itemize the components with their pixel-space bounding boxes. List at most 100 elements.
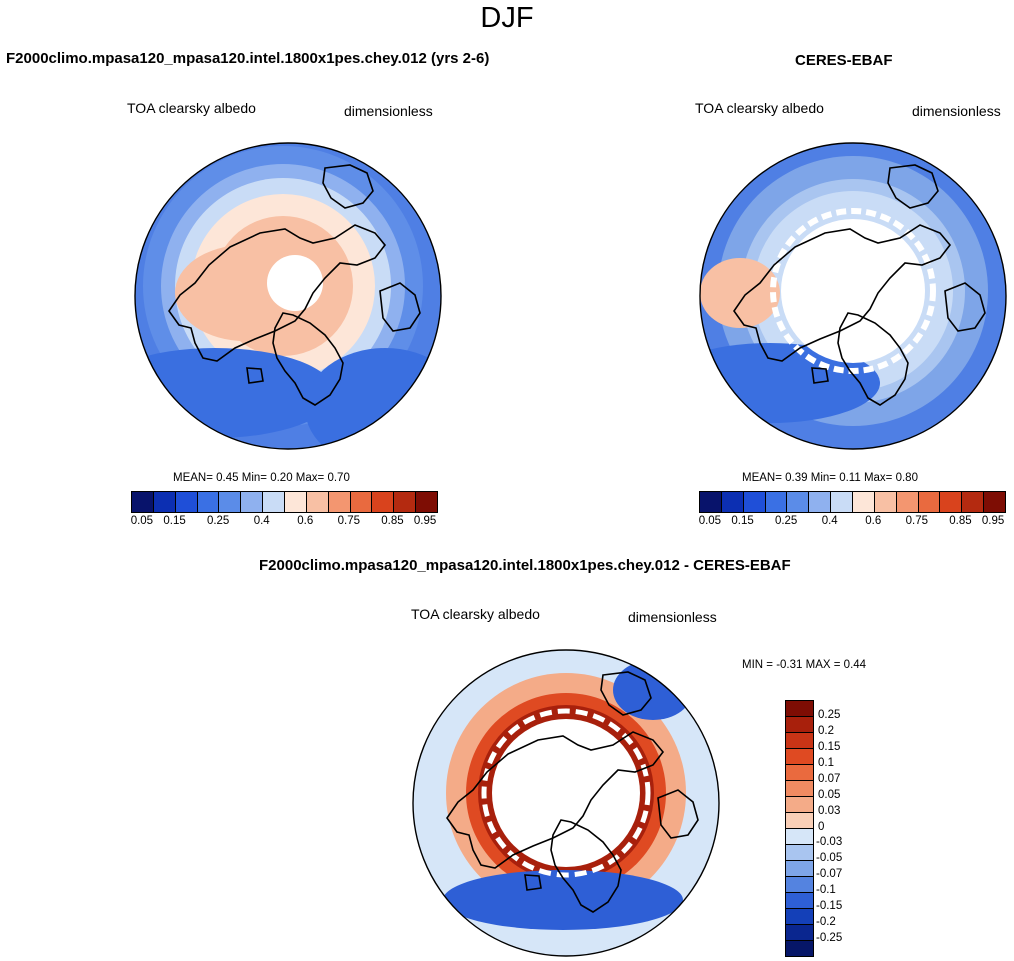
colorbar-tick-label: 0.03 bbox=[818, 804, 841, 817]
coastline bbox=[733, 224, 952, 362]
field-missing-core bbox=[492, 719, 640, 867]
colorbar-tick-label: 0.85 bbox=[381, 515, 404, 527]
panel-3-polar-map bbox=[412, 649, 720, 957]
colorbar-swatch bbox=[786, 861, 813, 877]
colorbar-swatch bbox=[721, 492, 744, 512]
panel-1-colorbar-ticks: 0.05 0.15 0.25 0.4 0.6 0.75 0.85 0.95 bbox=[130, 515, 437, 531]
panel-3-stats: MIN = -0.31 MAX = 0.44 bbox=[742, 659, 866, 671]
colorbar-swatch bbox=[786, 909, 813, 925]
panel-2-variable: TOA clearsky albedo bbox=[695, 100, 824, 116]
colorbar-tick-label: 0.2 bbox=[818, 724, 834, 737]
coastline bbox=[322, 164, 374, 209]
season-title: DJF bbox=[480, 2, 534, 34]
colorbar-tick-label: 0.1 bbox=[818, 756, 834, 769]
colorbar-tick-label: 0.75 bbox=[337, 515, 361, 527]
coastline bbox=[446, 731, 665, 869]
colorbar-tick-label: 0.6 bbox=[297, 515, 314, 527]
colorbar-swatch bbox=[874, 492, 897, 512]
colorbar-tick-label: -0.07 bbox=[816, 868, 843, 881]
colorbar-tick-label: 0.15 bbox=[818, 740, 841, 753]
field-missing-ring bbox=[770, 208, 936, 374]
colorbar-swatch bbox=[896, 492, 919, 512]
colorbar-swatch bbox=[786, 733, 813, 749]
colorbar-swatch bbox=[394, 492, 417, 512]
colorbar-tick-label: 0.25 bbox=[774, 515, 798, 527]
field-band-land bbox=[700, 258, 780, 328]
colorbar-swatch bbox=[153, 492, 176, 512]
panel-3-colorbar bbox=[785, 700, 814, 957]
colorbar-tick-label: -0.05 bbox=[816, 852, 843, 865]
coastline bbox=[524, 874, 542, 891]
panel-2-stats: MEAN= 0.39 Min= 0.11 Max= 0.80 bbox=[742, 472, 918, 484]
field-missing-ring bbox=[481, 708, 651, 878]
colorbar-tick-label: 0.75 bbox=[905, 515, 929, 527]
coastline bbox=[550, 819, 622, 913]
colorbar-swatch bbox=[786, 717, 813, 733]
map-border bbox=[699, 142, 1007, 450]
field-band-negative bbox=[443, 870, 683, 930]
colorbar-swatch bbox=[416, 492, 438, 512]
min-value: -0.31 bbox=[776, 659, 803, 671]
colorbar-swatch bbox=[219, 492, 242, 512]
colorbar-swatch bbox=[962, 492, 985, 512]
panel-3-units: dimensionless bbox=[628, 609, 717, 625]
coastline bbox=[600, 671, 652, 716]
colorbar-swatch bbox=[786, 893, 813, 909]
panel-1-title: F2000climo.mpasa120_mpasa120.intel.1800x… bbox=[6, 50, 490, 67]
coastline bbox=[837, 312, 909, 406]
colorbar-swatch bbox=[786, 941, 813, 956]
field-band-south bbox=[135, 348, 335, 438]
coastline bbox=[379, 282, 421, 332]
colorbar-tick-label: 0.05 bbox=[818, 788, 841, 801]
colorbar-swatch bbox=[175, 492, 198, 512]
max-value: 0.80 bbox=[895, 472, 918, 484]
colorbar-swatch bbox=[853, 492, 875, 512]
field-band-negative bbox=[613, 660, 693, 720]
map-border bbox=[412, 649, 720, 957]
coastline bbox=[887, 164, 939, 209]
map-border bbox=[134, 142, 442, 450]
colorbar-swatch bbox=[372, 492, 395, 512]
coastline bbox=[944, 282, 986, 332]
mean-label: MEAN= bbox=[742, 472, 782, 484]
colorbar-swatch bbox=[306, 492, 329, 512]
colorbar-swatch bbox=[786, 877, 813, 893]
colorbar-swatch bbox=[786, 813, 813, 829]
colorbar-tick-label: 0.95 bbox=[413, 515, 437, 527]
coastline bbox=[168, 224, 387, 362]
colorbar-tick-label: 0.6 bbox=[865, 515, 882, 527]
colorbar-tick-label: 0.15 bbox=[731, 515, 754, 527]
colorbar-tick-label: 0.15 bbox=[163, 515, 186, 527]
min-value: 0.11 bbox=[839, 472, 861, 484]
min-label: MIN = bbox=[742, 659, 773, 671]
panel-1-polar-map bbox=[134, 142, 442, 450]
coastline bbox=[246, 367, 264, 384]
colorbar-tick-label: 0.07 bbox=[818, 772, 841, 785]
colorbar-tick-label: 0.25 bbox=[206, 515, 230, 527]
min-value: 0.20 bbox=[270, 472, 293, 484]
panel-2-title: CERES-EBAF bbox=[795, 52, 893, 69]
max-value: 0.44 bbox=[843, 659, 867, 671]
panel-2-colorbar-ticks: 0.05 0.15 0.25 0.4 0.6 0.75 0.85 0.95 bbox=[699, 515, 1005, 531]
colorbar-swatch bbox=[809, 492, 832, 512]
colorbar-tick-label: 0.25 bbox=[818, 708, 841, 721]
colorbar-swatch bbox=[132, 492, 154, 512]
map-field bbox=[700, 143, 1006, 449]
map-field bbox=[413, 650, 719, 956]
colorbar-tick-label: 0.85 bbox=[949, 515, 972, 527]
colorbar-swatch bbox=[786, 765, 813, 781]
min-label: Min= bbox=[810, 472, 836, 484]
colorbar-tick-label: 0.4 bbox=[253, 515, 270, 527]
colorbar-swatch bbox=[831, 492, 854, 512]
colorbar-tick-label: 0 bbox=[818, 820, 825, 833]
colorbar-swatch bbox=[241, 492, 264, 512]
colorbar-swatch bbox=[743, 492, 766, 512]
panel-1-units: dimensionless bbox=[344, 103, 433, 119]
colorbar-swatch bbox=[918, 492, 941, 512]
colorbar-tick-label: 0.05 bbox=[130, 515, 154, 527]
mean-label: MEAN= bbox=[173, 472, 213, 484]
colorbar-tick-label: -0.2 bbox=[816, 916, 836, 929]
colorbar-swatch bbox=[786, 845, 813, 861]
colorbar-swatch bbox=[984, 492, 1006, 512]
panel-2-units: dimensionless bbox=[912, 103, 1001, 119]
